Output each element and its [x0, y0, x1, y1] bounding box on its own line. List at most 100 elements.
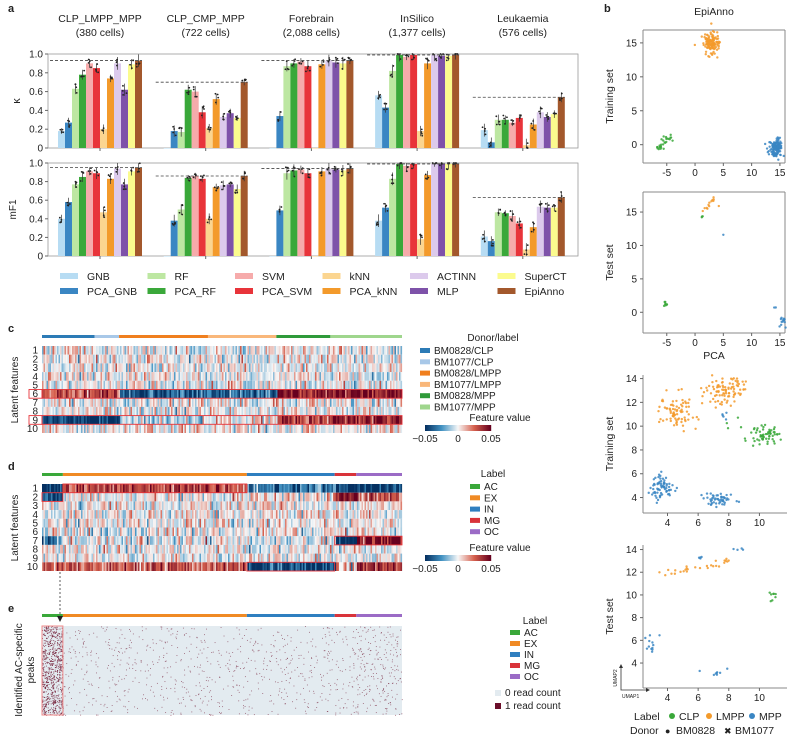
heatmap-cell	[160, 354, 163, 364]
heatmap-cell	[232, 424, 235, 433]
heatmap-cell	[322, 501, 325, 511]
heatmap-cell	[331, 492, 334, 502]
replicate-dot	[59, 221, 62, 224]
heatmap-cell	[177, 354, 179, 364]
heatmap-cell	[256, 363, 259, 373]
heatmap-cell	[270, 380, 272, 390]
heatmap-cell	[124, 510, 127, 519]
heatmap-cell	[165, 380, 167, 390]
heatmap-cell	[166, 492, 169, 502]
bar-MLP-InSilico	[438, 55, 446, 148]
heatmap-cell	[148, 398, 151, 407]
heatmap-cell	[220, 406, 223, 416]
heatmap-cell	[93, 372, 95, 381]
heatmap-cell	[123, 398, 125, 407]
replicate-dot	[216, 93, 219, 96]
heatmap-cell	[334, 363, 337, 373]
heatmap-cell	[51, 372, 53, 381]
heatmap-cell	[348, 415, 350, 425]
heatmap-cell	[246, 415, 248, 425]
heatmap-cell	[279, 484, 281, 493]
point-MPP	[706, 496, 709, 499]
heatmap-cell	[334, 380, 337, 390]
heatmap-cell	[364, 484, 367, 493]
point-LMPP	[665, 407, 669, 410]
heatmap-cell	[342, 380, 344, 390]
heatmap-cell	[123, 363, 125, 373]
heatmap-cell	[115, 363, 118, 373]
dataset-cell-count: (380 cells)	[76, 27, 124, 39]
point-MPP	[720, 495, 723, 498]
heatmap-cell	[178, 415, 181, 425]
heatmap-cell	[100, 398, 103, 407]
heatmap-cell	[64, 372, 67, 381]
heatmap-cell	[360, 415, 362, 425]
heatmap-cell	[301, 424, 304, 433]
legend-label-BM1077/LMPP: BM1077/LMPP	[434, 380, 502, 391]
heatmap-cell	[114, 406, 116, 416]
heatmap-cell	[280, 406, 283, 416]
heatmap-cell	[384, 492, 386, 502]
heatmap-cell	[156, 363, 158, 373]
replicate-dot	[328, 171, 331, 174]
legend-swatch-BM1077/LMPP	[420, 381, 430, 387]
heatmap-cell	[190, 492, 193, 502]
bar-EpiAnno-CLP_LMPP_MPP	[135, 167, 142, 256]
heatmap-cell	[60, 380, 62, 390]
heatmap-cell	[82, 406, 85, 416]
replicate-dot	[80, 170, 83, 173]
heatmap-cell	[210, 363, 212, 373]
heatmap-cell	[79, 354, 82, 364]
heatmap-cell	[189, 492, 191, 502]
replicate-dot	[244, 78, 246, 81]
heatmap-cell	[73, 346, 76, 355]
heatmap-cell	[148, 406, 151, 416]
replicate-dot	[97, 174, 100, 177]
heatmap-cell	[220, 501, 223, 511]
replicate-dot	[347, 163, 349, 165]
heatmap-cell	[345, 354, 347, 364]
point-LMPP	[675, 413, 679, 416]
heatmap-cell	[193, 372, 196, 381]
heatmap-cell	[91, 492, 94, 502]
replicate-dot	[222, 118, 225, 121]
heatmap-cell	[262, 424, 265, 433]
heatmap-cell	[180, 406, 182, 416]
heatmap-cell	[147, 354, 149, 364]
heatmap-cell	[252, 398, 254, 407]
heatmap-cell	[243, 406, 245, 416]
replicate-dot	[545, 208, 548, 210]
heatmap-cell	[60, 363, 62, 373]
heatmap-cell	[340, 406, 343, 416]
bar-PCA_SVM-Leukaemia	[515, 117, 523, 148]
heatmap-cell	[63, 363, 65, 373]
heatmap-cell	[399, 501, 401, 511]
heatmap-cell	[165, 346, 167, 355]
heatmap-cell	[136, 415, 139, 425]
heatmap-cell	[382, 501, 385, 511]
heatmap-cell	[354, 492, 356, 502]
heatmap-cell	[352, 501, 355, 511]
replicate-dot	[489, 141, 492, 144]
replicate-dot	[439, 53, 442, 55]
heatmap-cell	[129, 389, 131, 399]
heatmap-cell	[154, 346, 157, 355]
heatmap-cell	[271, 424, 274, 433]
heatmap-cell	[336, 484, 338, 493]
heatmap-cell	[385, 415, 388, 425]
heatmap-cell	[105, 510, 107, 519]
heatmap-cell	[99, 406, 101, 416]
heatmap-cell	[261, 380, 263, 390]
heatmap-cell	[103, 398, 106, 407]
heatmap-cell	[91, 501, 94, 511]
heatmap-cell	[126, 354, 128, 364]
heatmap-cell	[190, 354, 193, 364]
heatmap-cell	[357, 380, 359, 390]
heatmap-cell	[393, 501, 395, 511]
heatmap-cell	[274, 363, 277, 373]
heatmap-cell	[94, 363, 97, 373]
replicate-dot	[95, 70, 98, 72]
heatmap-cell	[159, 389, 161, 399]
heatmap-cell	[195, 501, 197, 511]
heatmap-cell	[102, 484, 104, 493]
